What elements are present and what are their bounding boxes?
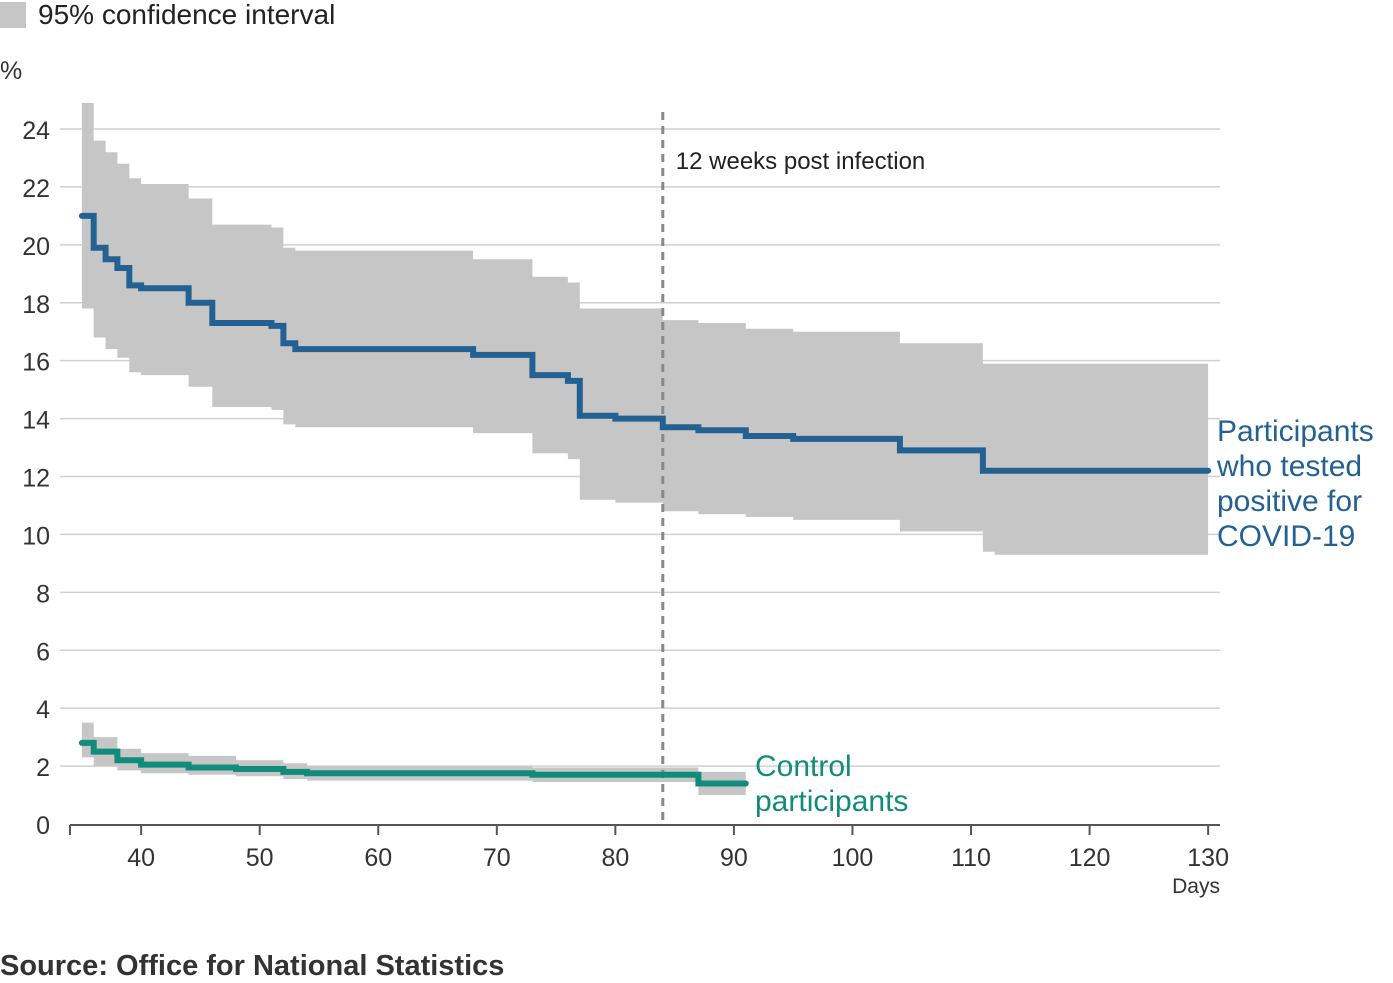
series-label-positive: Participants who tested positive for COVID-… [1216, 415, 1374, 553]
legend-label-ci: 95% confidence interval [38, 0, 336, 30]
reference-line-group: 12 weeks post infection [661, 112, 925, 824]
series-label-control: Control participants [755, 750, 908, 818]
y-tick-label-10: 10 [22, 522, 50, 550]
reference-line-label: 12 weeks post infection [676, 148, 925, 175]
x-tick-label-70: 70 [483, 844, 511, 872]
series-label-positive-line: positive for [1217, 485, 1362, 518]
x-tick-label-60: 60 [364, 844, 392, 872]
y-tick-label-16: 16 [22, 349, 50, 377]
y-tick-label-8: 8 [36, 580, 50, 608]
ci-band-control [81, 722, 746, 795]
series-label-positive-line: COVID-19 [1217, 520, 1355, 553]
y-tick-label-0: 0 [36, 812, 50, 840]
chart: 12 weeks post infection 0246810121416182… [0, 57, 1374, 898]
y-tick-label-2: 2 [36, 754, 50, 782]
x-tick-label-80: 80 [601, 844, 629, 872]
y-tick-label-12: 12 [22, 465, 50, 493]
source-note: Source: Office for National Statistics [0, 950, 505, 982]
confidence-bands [81, 102, 1209, 795]
series-label-control-line: participants [755, 785, 908, 818]
line-control [78, 739, 749, 787]
y-tick-label-22: 22 [22, 175, 50, 203]
x-tick-label-130: 130 [1187, 844, 1229, 872]
y-axis-label: % [0, 57, 22, 85]
series-labels: Participants who tested positive for COVID-… [755, 415, 1374, 818]
legend-swatch-ci [0, 2, 26, 28]
x-tick-label-90: 90 [720, 844, 748, 872]
y-tick-label-18: 18 [22, 291, 50, 319]
y-tick-label-4: 4 [36, 696, 50, 724]
y-tick-label-20: 20 [22, 233, 50, 261]
ci-band-positive [81, 102, 1209, 555]
y-tick-label-24: 24 [22, 117, 50, 145]
series-label-positive-line: Participants [1217, 415, 1374, 448]
x-tick-label-50: 50 [246, 844, 274, 872]
x-tick-label-120: 120 [1069, 844, 1111, 872]
x-tick-label-40: 40 [127, 844, 155, 872]
x-tick-label-100: 100 [832, 844, 874, 872]
y-tick-label-14: 14 [22, 407, 50, 435]
y-tick-label-6: 6 [36, 638, 50, 666]
x-tick-label-110: 110 [951, 844, 991, 872]
series-label-positive-line: who tested [1216, 450, 1362, 483]
series-label-control-line: Control [755, 750, 852, 783]
line-positive [78, 212, 1212, 474]
series-lines [78, 212, 1212, 787]
legend: 95% confidence interval [0, 0, 335, 30]
x-axis-label: Days [1172, 875, 1220, 898]
